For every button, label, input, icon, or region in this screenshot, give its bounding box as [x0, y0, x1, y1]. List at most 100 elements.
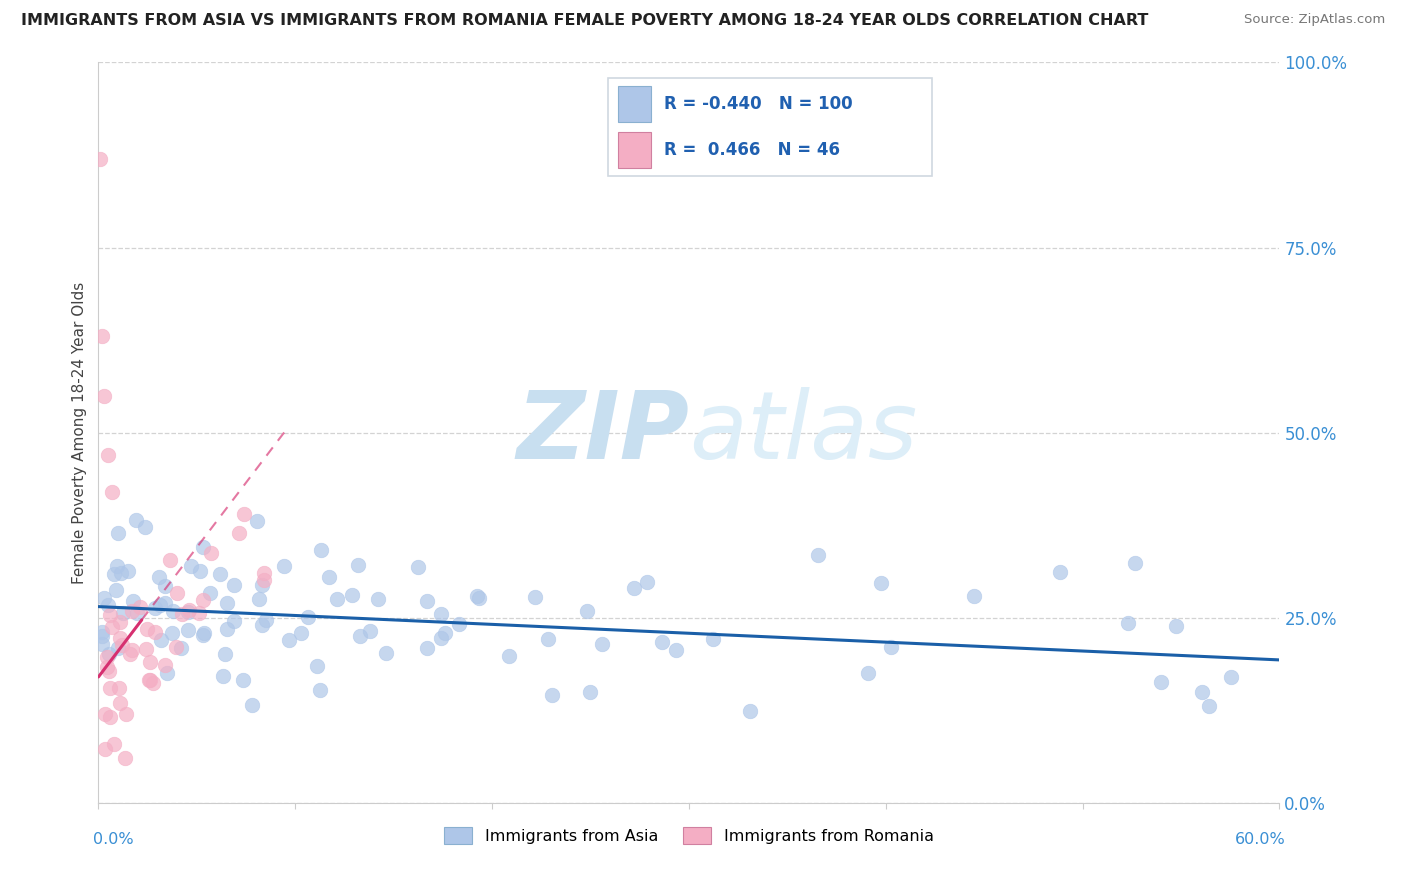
Point	[651, 635, 673, 649]
Point	[135, 642, 157, 657]
Point	[145, 601, 167, 615]
Point	[89, 152, 111, 166]
Point	[290, 625, 312, 640]
Point	[429, 607, 451, 622]
Point	[252, 574, 274, 588]
Point	[537, 632, 560, 647]
Point	[114, 750, 136, 764]
Point	[191, 540, 214, 554]
Point	[591, 637, 613, 651]
Point	[416, 593, 439, 607]
Point	[91, 329, 114, 343]
Point	[179, 602, 201, 616]
Point	[193, 626, 215, 640]
Point	[107, 641, 129, 656]
Point	[498, 648, 520, 663]
Text: atlas: atlas	[689, 387, 917, 478]
Point	[1049, 565, 1071, 579]
Point	[623, 581, 645, 595]
Point	[176, 624, 198, 638]
FancyBboxPatch shape	[607, 78, 932, 177]
Point	[103, 737, 125, 751]
Point	[108, 615, 131, 630]
Point	[105, 582, 128, 597]
Point	[228, 526, 250, 541]
Point	[98, 664, 121, 678]
Point	[217, 596, 239, 610]
Point	[465, 589, 488, 603]
Point	[374, 646, 396, 660]
Point	[524, 590, 547, 604]
Point	[122, 593, 145, 607]
Point	[856, 665, 879, 680]
Point	[127, 606, 149, 620]
Point	[246, 515, 269, 529]
Point	[188, 564, 211, 578]
Point	[94, 742, 117, 756]
Point	[962, 589, 984, 603]
Point	[1220, 670, 1243, 684]
Point	[318, 570, 340, 584]
Point	[233, 508, 256, 522]
Point	[111, 638, 134, 652]
Point	[340, 589, 363, 603]
Point	[222, 614, 245, 628]
Point	[149, 632, 172, 647]
Bar	[617, 132, 651, 168]
Point	[170, 607, 193, 621]
Text: ZIP: ZIP	[516, 386, 689, 479]
Text: 0.0%: 0.0%	[93, 831, 134, 847]
Text: Source: ZipAtlas.com: Source: ZipAtlas.com	[1244, 13, 1385, 27]
Point	[215, 622, 238, 636]
Point	[209, 567, 232, 582]
Point	[180, 559, 202, 574]
Point	[1164, 618, 1187, 632]
Point	[96, 649, 118, 664]
Point	[94, 707, 117, 722]
Point	[153, 596, 176, 610]
Y-axis label: Female Poverty Among 18-24 Year Olds: Female Poverty Among 18-24 Year Olds	[72, 282, 87, 583]
Point	[110, 566, 132, 580]
Point	[138, 673, 160, 688]
Point	[121, 642, 143, 657]
Point	[134, 520, 156, 534]
Point	[139, 655, 162, 669]
Point	[191, 592, 214, 607]
Point	[114, 707, 136, 722]
Point	[138, 673, 160, 688]
Point	[120, 648, 142, 662]
Point	[125, 513, 148, 527]
Point	[93, 388, 115, 402]
Point	[142, 675, 165, 690]
Point	[278, 632, 301, 647]
Point	[325, 591, 347, 606]
Point	[166, 586, 188, 600]
Point	[242, 698, 264, 713]
Point	[149, 598, 172, 612]
Text: IMMIGRANTS FROM ASIA VS IMMIGRANTS FROM ROMANIA FEMALE POVERTY AMONG 18-24 YEAR : IMMIGRANTS FROM ASIA VS IMMIGRANTS FROM …	[21, 13, 1149, 29]
Text: R =  0.466   N = 46: R = 0.466 N = 46	[664, 141, 839, 159]
Point	[165, 640, 187, 654]
Point	[91, 629, 114, 643]
Point	[468, 591, 491, 605]
Point	[433, 626, 456, 640]
Point	[97, 598, 120, 612]
Point	[579, 685, 602, 699]
Point	[214, 647, 236, 661]
Text: R = -0.440   N = 100: R = -0.440 N = 100	[664, 95, 852, 113]
Point	[1191, 685, 1213, 699]
Point	[98, 681, 121, 695]
Point	[129, 599, 152, 614]
Point	[91, 625, 114, 640]
Point	[1150, 675, 1173, 690]
Point	[250, 618, 273, 632]
Point	[98, 647, 121, 661]
Point	[297, 609, 319, 624]
Point	[111, 606, 134, 620]
Text: 60.0%: 60.0%	[1234, 831, 1285, 847]
Point	[91, 637, 114, 651]
Point	[740, 704, 762, 718]
Point	[636, 574, 658, 589]
Point	[429, 631, 451, 645]
Point	[346, 558, 368, 573]
